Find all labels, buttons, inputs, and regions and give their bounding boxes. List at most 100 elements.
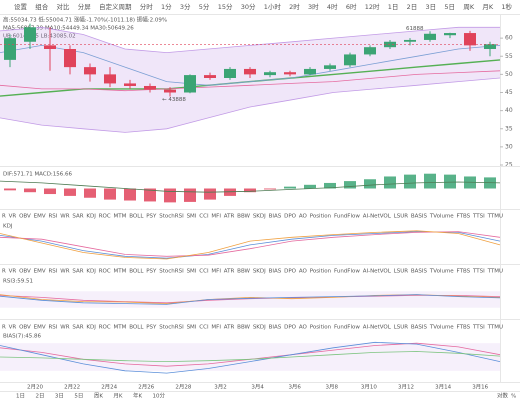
- indicator-tab[interactable]: FTBS: [457, 269, 471, 275]
- toolbar-button[interactable]: 5分: [199, 2, 210, 11]
- indicator-tab[interactable]: TTSI: [472, 325, 485, 331]
- indicator-tab[interactable]: FundFlow: [334, 214, 360, 220]
- indicator-tab[interactable]: OBV: [19, 214, 31, 220]
- toolbar-button[interactable]: 1秒: [501, 2, 512, 11]
- indicator-tab[interactable]: VR: [9, 325, 17, 331]
- toolbar-button[interactable]: 30分: [241, 2, 256, 11]
- indicator-tab[interactable]: Position: [310, 269, 332, 275]
- indicator-tab[interactable]: BOLL: [129, 325, 144, 331]
- indicator-tab[interactable]: SAR: [72, 269, 83, 275]
- indicator-tab[interactable]: SAR: [72, 325, 83, 331]
- indicator-tab[interactable]: FTBS: [457, 325, 471, 331]
- indicator-tab[interactable]: SKDJ: [253, 325, 266, 331]
- period-button[interactable]: 年K: [133, 392, 143, 400]
- indicator-tab[interactable]: BIAS: [269, 269, 282, 275]
- period-button[interactable]: 10分: [153, 392, 166, 400]
- toolbar-button[interactable]: 2时: [289, 2, 300, 11]
- indicator-tab[interactable]: SMI: [187, 214, 197, 220]
- indicator-tab[interactable]: TTSI: [472, 269, 485, 275]
- indicator-tab[interactable]: DPO: [284, 269, 297, 275]
- indicator-tab[interactable]: OBV: [19, 325, 31, 331]
- indicator-tab[interactable]: BBW: [237, 269, 250, 275]
- indicator-tab[interactable]: BOLL: [129, 269, 144, 275]
- indicator-tab[interactable]: StochRSI: [159, 269, 184, 275]
- indicator-tab[interactable]: MFI: [211, 214, 221, 220]
- indicator-tab[interactable]: BASIS: [411, 214, 428, 220]
- toolbar-button[interactable]: 分屏: [78, 2, 92, 11]
- toolbar-button[interactable]: 3分: [180, 2, 191, 11]
- indicator-tab[interactable]: AI-NetVOL: [363, 269, 392, 275]
- indicator-tab[interactable]: KDJ: [86, 214, 96, 220]
- indicator-tab[interactable]: Position: [310, 325, 332, 331]
- toolbar-button[interactable]: 1分: [161, 2, 172, 11]
- indicator-tab[interactable]: CCI: [199, 269, 209, 275]
- indicator-tab[interactable]: ROC: [99, 269, 111, 275]
- toolbar-button[interactable]: 分时: [140, 2, 154, 11]
- indicator-tab[interactable]: WR: [60, 214, 69, 220]
- indicator-tab[interactable]: ROC: [99, 214, 111, 220]
- indicator-tab[interactable]: ATR: [224, 214, 235, 220]
- indicator-tab[interactable]: FundFlow: [334, 269, 360, 275]
- indicator-tab[interactable]: WR: [60, 269, 69, 275]
- indicator-tab[interactable]: R: [2, 214, 6, 220]
- toolbar-button[interactable]: 5日: [444, 3, 455, 11]
- toolbar-button[interactable]: 周K: [463, 3, 475, 11]
- indicator-tab[interactable]: EMV: [34, 269, 46, 275]
- indicator-tab[interactable]: MTM: [114, 325, 127, 331]
- indicator-tab[interactable]: KDJ: [86, 325, 96, 331]
- indicator-tab[interactable]: FTBS: [457, 214, 471, 220]
- indicator-tab[interactable]: PSY: [146, 214, 157, 220]
- indicator-tab[interactable]: TVolume: [429, 269, 454, 275]
- period-button[interactable]: 5日: [74, 393, 83, 400]
- indicator-tab[interactable]: MFI: [211, 269, 221, 275]
- indicator-tab[interactable]: CCI: [199, 214, 209, 220]
- toolbar-button[interactable]: 2日: [407, 3, 418, 11]
- indicator-tab[interactable]: VR: [9, 214, 17, 220]
- indicator-tab[interactable]: MTM: [114, 214, 127, 220]
- indicator-tab[interactable]: TTMU: [487, 325, 503, 331]
- indicator-tab[interactable]: AO: [299, 325, 308, 331]
- indicator-tab[interactable]: BOLL: [129, 214, 144, 220]
- period-button[interactable]: 1日: [16, 393, 25, 400]
- indicator-tab[interactable]: LSUR: [394, 269, 409, 275]
- toolbar-button[interactable]: 4时: [327, 2, 338, 11]
- indicator-tab[interactable]: SAR: [72, 214, 83, 220]
- indicator-tab[interactable]: RSI: [48, 269, 57, 275]
- indicator-tab[interactable]: OBV: [19, 269, 31, 275]
- indicator-tab[interactable]: LSUR: [394, 325, 409, 331]
- axis-option[interactable]: 对数: [497, 392, 509, 400]
- axis-option[interactable]: %: [511, 394, 516, 400]
- indicator-tab[interactable]: MTM: [114, 269, 127, 275]
- indicator-tab[interactable]: TTMU: [487, 269, 503, 275]
- indicator-tab[interactable]: EMV: [34, 325, 46, 331]
- indicator-tab[interactable]: TTSI: [472, 214, 485, 220]
- period-button[interactable]: 2日: [35, 393, 44, 400]
- indicator-tab[interactable]: StochRSI: [159, 214, 184, 220]
- toolbar-button[interactable]: 对比: [57, 2, 71, 11]
- indicator-tab[interactable]: ATR: [224, 325, 235, 331]
- indicator-tab[interactable]: RSI: [48, 214, 57, 220]
- indicator-tab[interactable]: TVolume: [429, 325, 454, 331]
- indicator-tab[interactable]: AO: [299, 269, 308, 275]
- indicator-tab[interactable]: RSI: [48, 325, 57, 331]
- period-button[interactable]: 3日: [55, 393, 64, 400]
- indicator-tab[interactable]: FundFlow: [334, 325, 360, 331]
- indicator-tab[interactable]: Position: [310, 214, 332, 220]
- indicator-tab[interactable]: WR: [60, 325, 69, 331]
- toolbar-button[interactable]: 3日: [426, 3, 437, 11]
- indicator-tab[interactable]: SKDJ: [253, 269, 266, 275]
- indicator-tab[interactable]: DPO: [284, 325, 297, 331]
- indicator-tab[interactable]: AI-NetVOL: [363, 325, 392, 331]
- indicator-tab[interactable]: MFI: [211, 325, 221, 331]
- indicator-tab[interactable]: TVolume: [429, 214, 454, 220]
- indicator-tab[interactable]: VR: [9, 269, 17, 275]
- toolbar-button[interactable]: 6时: [346, 2, 357, 11]
- toolbar-button[interactable]: 设置: [14, 2, 28, 11]
- toolbar-button[interactable]: 15分: [218, 2, 233, 11]
- indicator-tab[interactable]: ATR: [224, 269, 235, 275]
- indicator-tab[interactable]: BBW: [237, 325, 250, 331]
- toolbar-button[interactable]: 月K: [482, 3, 494, 11]
- indicator-tab[interactable]: R: [2, 325, 6, 331]
- indicator-tab[interactable]: PSY: [146, 269, 157, 275]
- indicator-tab[interactable]: DPO: [284, 214, 297, 220]
